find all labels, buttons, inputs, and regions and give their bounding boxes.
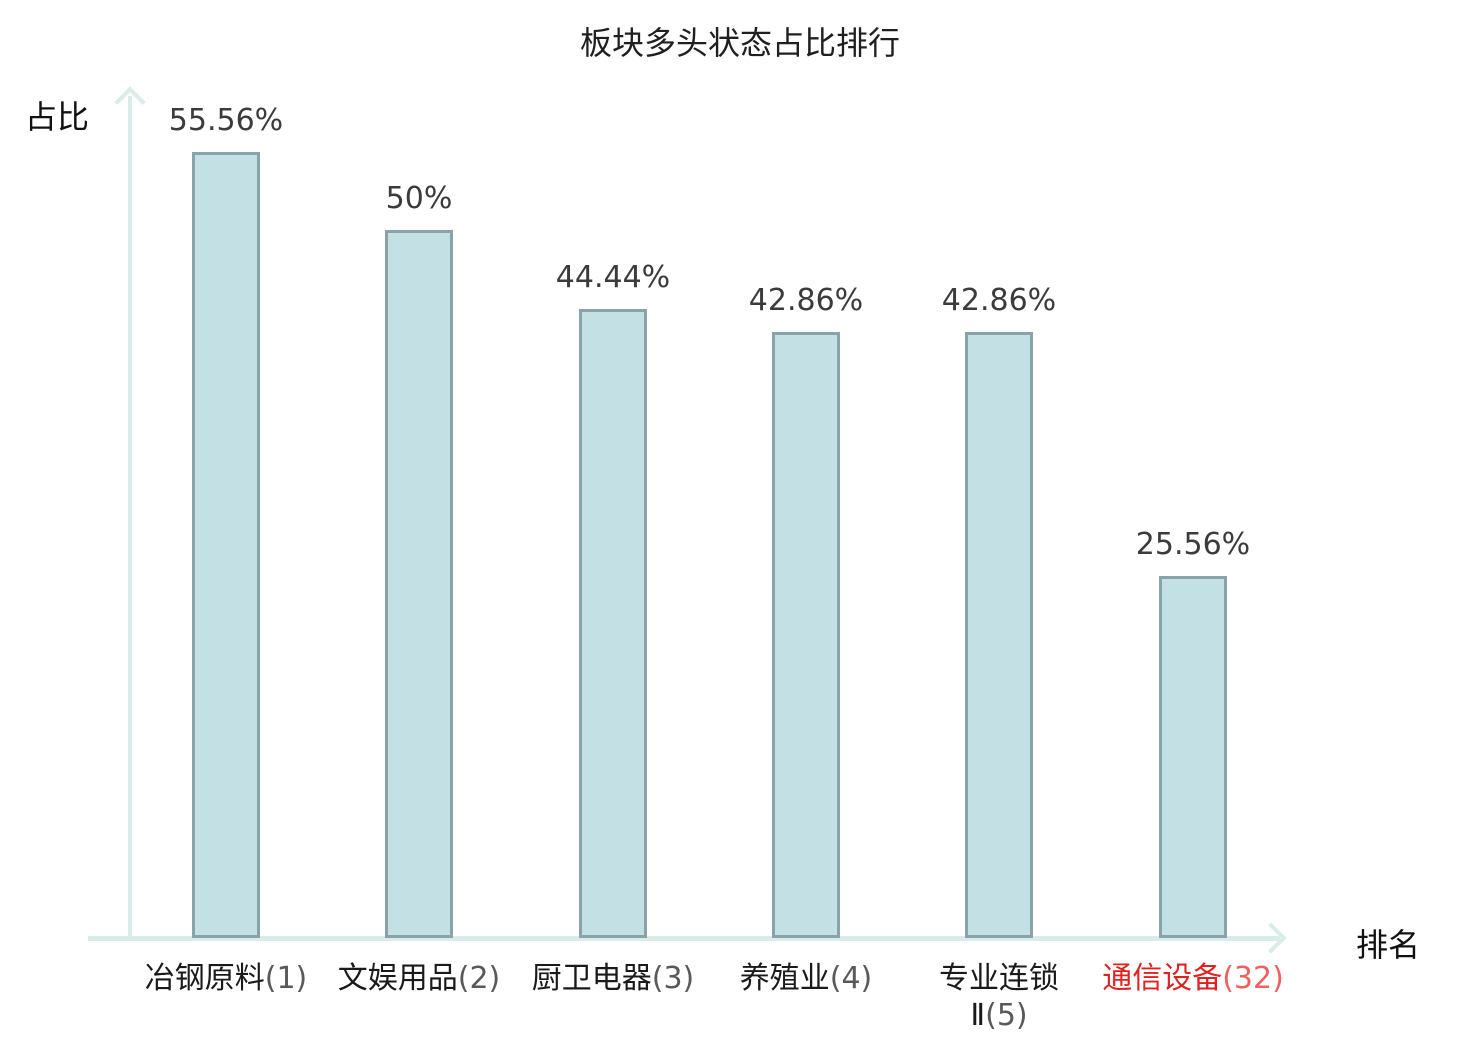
bar xyxy=(772,332,840,938)
x-axis-line xyxy=(88,936,1280,941)
category-name: 厨卫电器 xyxy=(531,961,652,996)
category-name: 养殖业 xyxy=(739,961,830,996)
category-rank: (32) xyxy=(1222,961,1284,996)
category-label: 文娱用品(2) xyxy=(269,960,569,997)
category-name-line2: Ⅱ(5) xyxy=(849,997,1149,1034)
x-axis-label: 排名 xyxy=(1356,926,1421,964)
bar xyxy=(385,230,453,938)
bar xyxy=(579,309,647,938)
category-label: 通信设备(32) xyxy=(1043,960,1343,997)
bar-value-label: 42.86% xyxy=(941,283,1057,318)
category-name: 文娱用品 xyxy=(337,961,458,996)
bar-value-label: 50% xyxy=(385,181,453,216)
bar-value-label: 42.86% xyxy=(748,283,864,318)
bar-value-label: 44.44% xyxy=(555,260,671,295)
category-label: 专业连锁 Ⅱ(5) xyxy=(849,960,1149,1034)
y-axis-line xyxy=(128,96,132,941)
x-axis-arrow-icon xyxy=(1255,922,1287,954)
bar xyxy=(965,332,1033,938)
category-name-suffix: Ⅱ xyxy=(970,998,986,1033)
category-rank: (4) xyxy=(829,961,873,996)
bar-value-label: 55.56% xyxy=(168,103,284,138)
category-rank: (3) xyxy=(651,961,695,996)
y-axis-label: 占比 xyxy=(25,98,90,136)
category-rank: (2) xyxy=(457,961,501,996)
category-name: 通信设备 xyxy=(1102,961,1223,996)
category-name: 专业连锁 xyxy=(939,961,1059,996)
bar-value-label: 25.56% xyxy=(1135,527,1251,562)
chart-title: 板块多头状态占比排行 xyxy=(579,24,900,62)
category-label: 养殖业(4) xyxy=(656,960,956,997)
bar xyxy=(1159,576,1227,938)
category-name: 冶钢原料 xyxy=(144,961,265,996)
category-rank: (1) xyxy=(264,961,308,996)
category-rank: (5) xyxy=(985,998,1028,1033)
category-label: 厨卫电器(3) xyxy=(463,960,763,997)
category-label: 冶钢原料(1) xyxy=(76,960,376,997)
category-name-line1: 专业连锁 xyxy=(849,960,1149,997)
bar xyxy=(192,152,260,938)
